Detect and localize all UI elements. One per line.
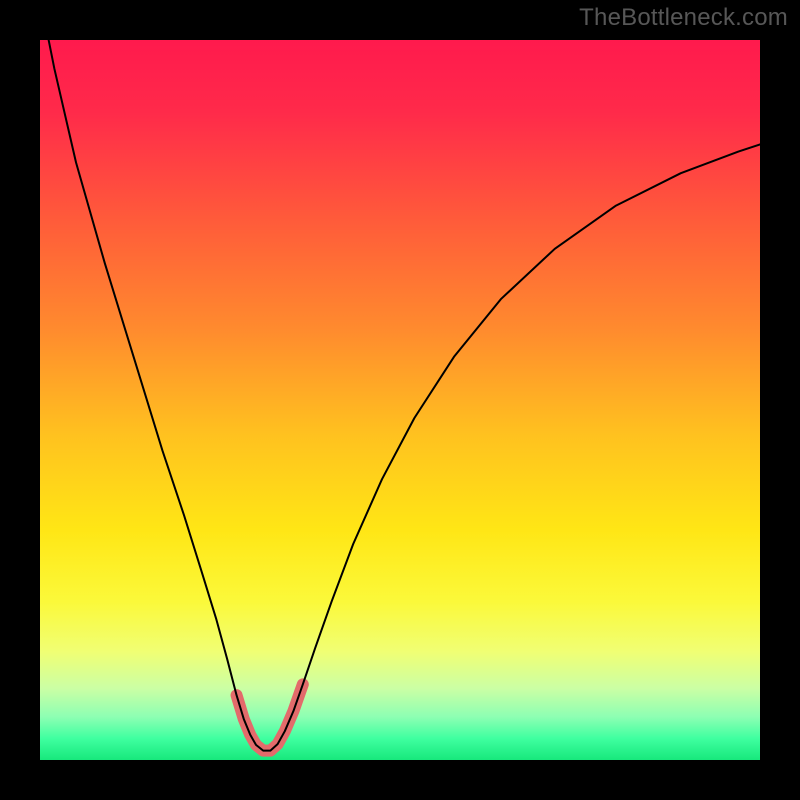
- plot-background: [40, 40, 760, 760]
- bottleneck-curve-chart: [0, 0, 800, 800]
- figure-root: TheBottleneck.com: [0, 0, 800, 800]
- watermark-text: TheBottleneck.com: [579, 4, 788, 32]
